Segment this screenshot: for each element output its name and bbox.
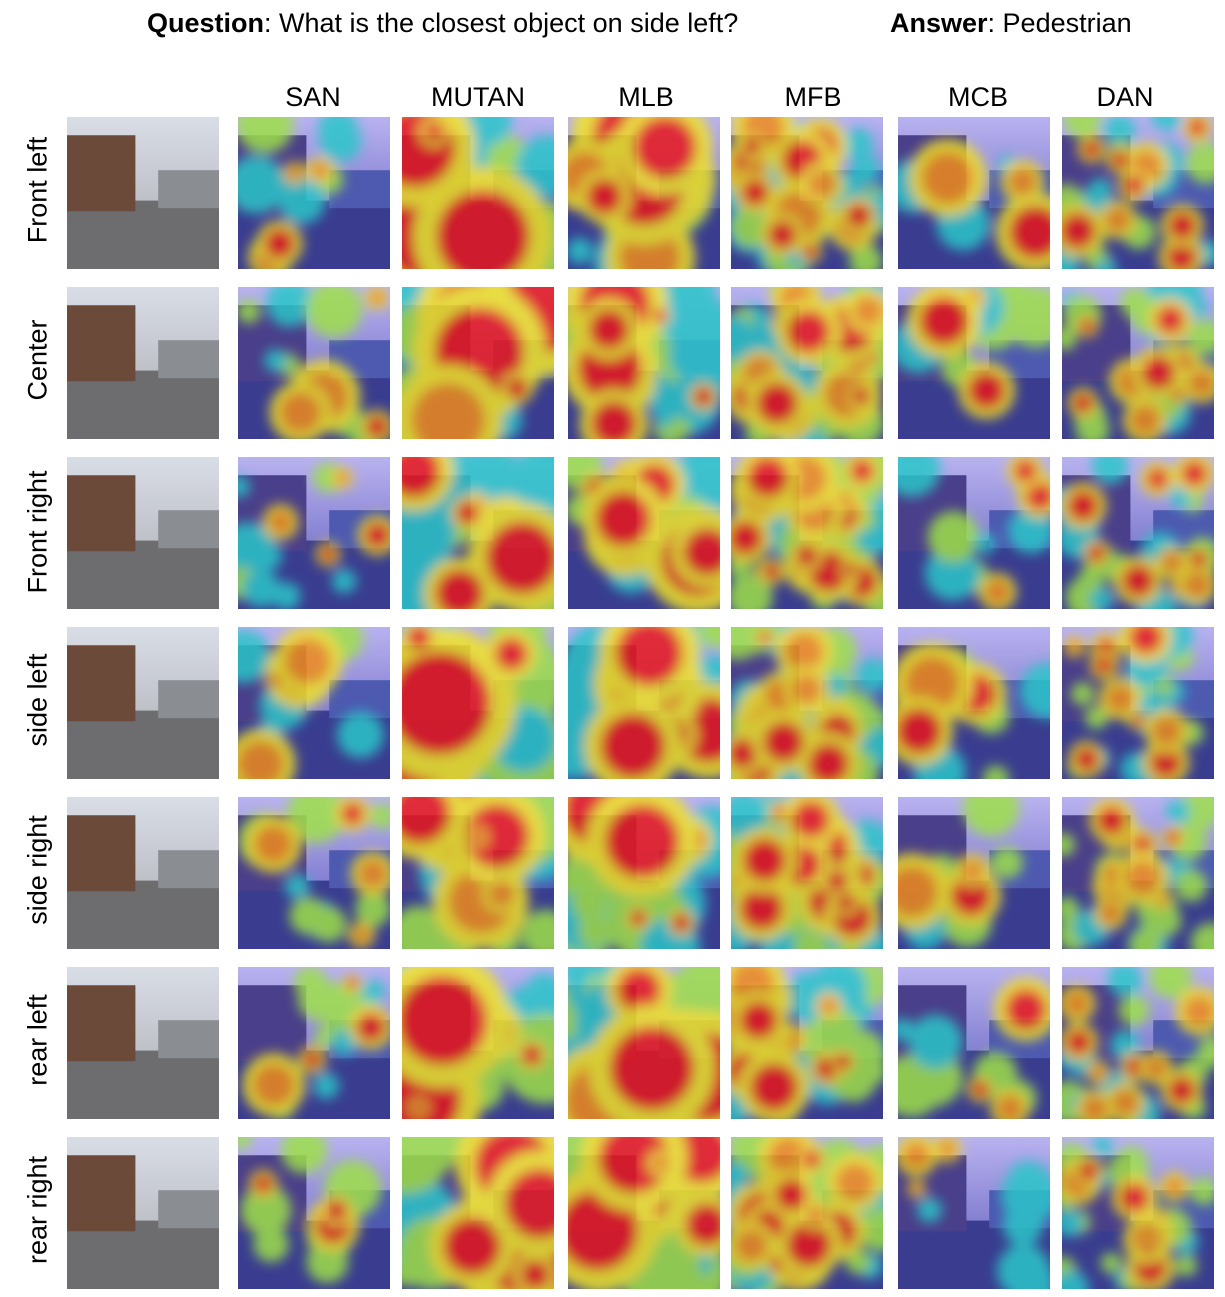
attention-map-mlb-center: [568, 287, 720, 439]
row-label-center: Center: [22, 319, 53, 401]
attention-map-san-center: [238, 287, 390, 439]
attention-map-mutan-rear-left: [402, 967, 554, 1119]
answer-text: : Pedestrian: [987, 8, 1132, 38]
attention-map-mlb-rear-left: [568, 967, 720, 1119]
attention-map-mlb-side-left: [568, 627, 720, 779]
col-label-mutan: MUTAN: [431, 82, 525, 112]
answer-label: Answer: [890, 8, 988, 38]
attention-map-mfb-side-right: [731, 797, 883, 949]
question-label: Question: [147, 8, 265, 38]
attention-map-dan-rear-right: [1062, 1137, 1214, 1289]
attention-map-mlb-rear-right: [568, 1137, 720, 1289]
camera-image-rear-right: [67, 1137, 219, 1289]
attention-map-mlb-side-right: [568, 797, 720, 949]
attention-map-san-front-right: [238, 457, 390, 609]
attention-map-mcb-center: [898, 287, 1050, 439]
attention-map-dan-front-right: [1062, 457, 1214, 609]
attention-map-mutan-front-right: [402, 457, 554, 609]
attention-map-mcb-side-left: [898, 627, 1050, 779]
attention-map-dan-rear-left: [1062, 967, 1214, 1119]
attention-map-san-rear-right: [238, 1137, 390, 1289]
attention-map-mutan-rear-right: [402, 1137, 554, 1289]
row-label-front-right: Front right: [22, 470, 53, 594]
attention-map-mfb-rear-left: [731, 967, 883, 1119]
attention-map-mutan-center: [402, 287, 554, 439]
camera-image-rear-left: [67, 967, 219, 1119]
col-label-san: SAN: [285, 82, 341, 112]
row-label-side-left: side left: [22, 653, 53, 747]
attention-map-san-rear-left: [238, 967, 390, 1119]
col-label-mlb: MLB: [618, 82, 674, 112]
attention-map-mlb-front-right: [568, 457, 720, 609]
attention-map-dan-side-right: [1062, 797, 1214, 949]
camera-image-front-right: [67, 457, 219, 609]
attention-map-mcb-rear-left: [898, 967, 1050, 1119]
col-label-dan: DAN: [1096, 82, 1154, 112]
attention-map-dan-center: [1062, 287, 1214, 439]
attention-map-mcb-front-left: [898, 117, 1050, 269]
attention-map-mcb-side-right: [898, 797, 1050, 949]
attention-map-mlb-front-left: [568, 117, 720, 269]
attention-map-mcb-rear-right: [898, 1137, 1050, 1289]
question: Question: What is the closest object on …: [147, 8, 738, 39]
camera-image-front-left: [67, 117, 219, 269]
attention-map-mfb-rear-right: [731, 1137, 883, 1289]
col-label-mcb: MCB: [948, 82, 1008, 112]
attention-map-dan-side-left: [1062, 627, 1214, 779]
camera-image-side-right: [67, 797, 219, 949]
attention-map-san-side-right: [238, 797, 390, 949]
row-label-side-right: side right: [22, 815, 53, 925]
attention-map-mfb-front-right: [731, 457, 883, 609]
camera-image-center: [67, 287, 219, 439]
attention-map-san-front-left: [238, 117, 390, 269]
attention-map-mcb-front-right: [898, 457, 1050, 609]
figure-header: Question: What is the closest object on …: [0, 8, 1225, 44]
answer: Answer: Pedestrian: [890, 8, 1132, 39]
row-label-front-left: Front left: [22, 136, 53, 244]
row-label-rear-right: rear right: [22, 1155, 53, 1265]
attention-map-mutan-front-left: [402, 117, 554, 269]
question-text: : What is the closest object on side lef…: [264, 8, 739, 38]
attention-map-dan-front-left: [1062, 117, 1214, 269]
attention-map-san-side-left: [238, 627, 390, 779]
attention-map-mutan-side-left: [402, 627, 554, 779]
attention-map-mutan-side-right: [402, 797, 554, 949]
row-label-rear-left: rear left: [22, 994, 53, 1086]
attention-map-mfb-side-left: [731, 627, 883, 779]
col-label-mfb: MFB: [784, 82, 842, 112]
attention-map-mfb-center: [731, 287, 883, 439]
attention-map-mfb-front-left: [731, 117, 883, 269]
camera-image-side-left: [67, 627, 219, 779]
